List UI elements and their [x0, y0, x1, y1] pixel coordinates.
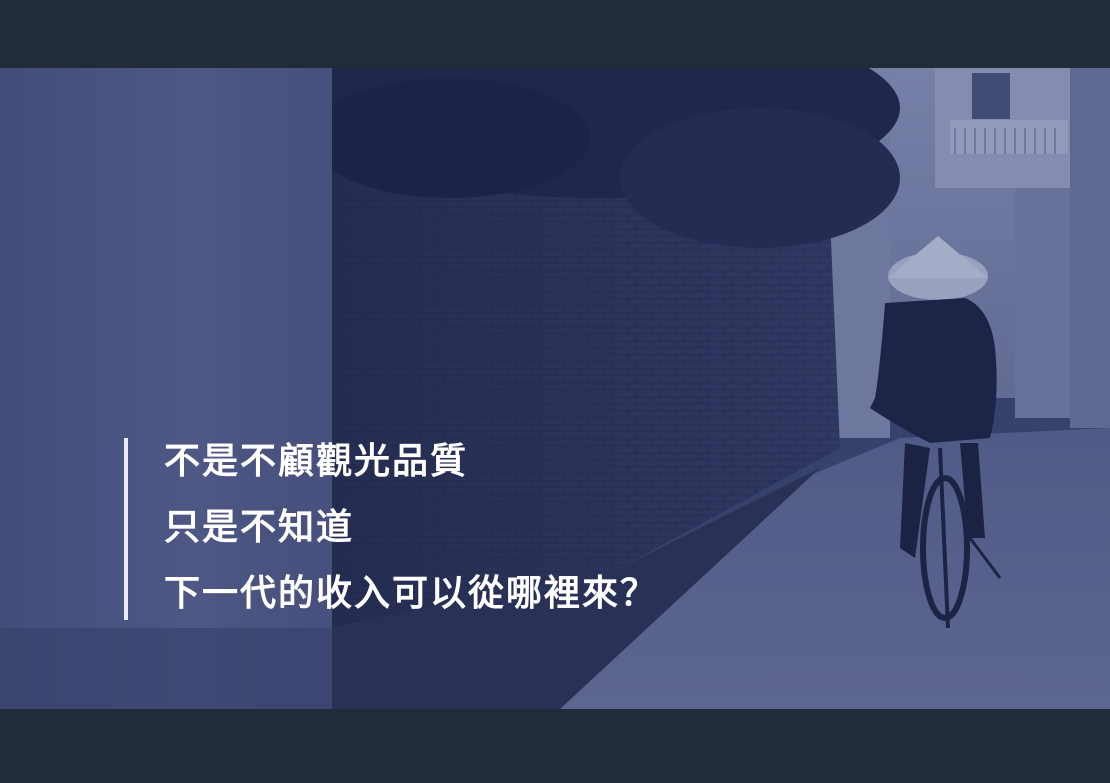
caption-block: 不是不顧觀光品質 只是不知道 下一代的收入可以從哪裡來？	[124, 438, 658, 620]
caption-line-1: 不是不顧觀光品質	[164, 441, 469, 482]
cyclist	[870, 236, 1002, 629]
alley-illustration	[0, 68, 1110, 709]
caption-line-3: 下一代的收入可以從哪裡來？	[164, 573, 659, 614]
caption-line-2: 只是不知道	[164, 507, 355, 548]
